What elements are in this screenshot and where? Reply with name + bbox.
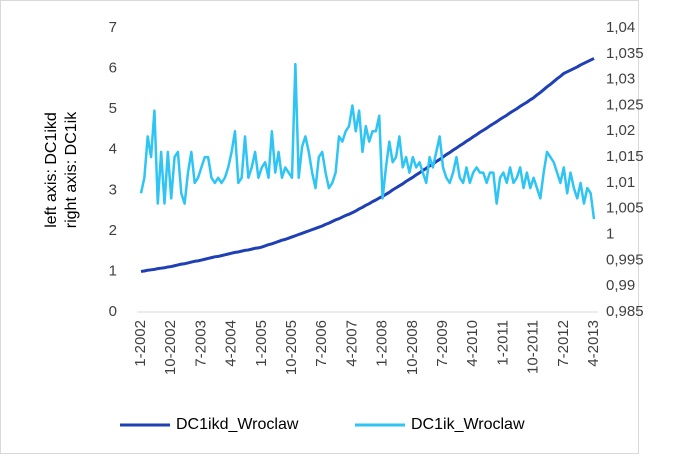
- y2-tick-label: 1,03: [606, 71, 635, 88]
- series-line: [140, 57, 595, 273]
- x-tick-label: 1-2002: [132, 320, 149, 367]
- y2-tick-label: 1,005: [606, 200, 644, 217]
- y2-tick-label: 0,99: [606, 277, 635, 294]
- y2-tick-label: 1,01: [606, 174, 635, 191]
- x-tick-label: 10-2005: [283, 320, 300, 375]
- legend-label: DC1ikd_Wroclaw: [176, 416, 299, 433]
- x-tick-label: 7-2003: [192, 320, 209, 367]
- y-axis-title: right axis: DC1ik: [63, 111, 80, 228]
- x-tick-label: 10-2002: [162, 320, 179, 375]
- y2-tick-label: 1,015: [606, 148, 644, 165]
- x-tick-label: 4-2004: [223, 320, 240, 367]
- y-tick-label: 5: [109, 100, 117, 117]
- x-tick-label: 7-2009: [434, 320, 451, 367]
- y2-tick-label: 1,035: [606, 45, 644, 62]
- y-tick-label: 2: [109, 222, 117, 239]
- y-tick-label: 0: [109, 303, 117, 320]
- y2-tick-label: 0,995: [606, 251, 644, 268]
- y2-tick-label: 1,025: [606, 96, 644, 113]
- y-tick-label: 4: [109, 141, 117, 158]
- y2-tick-label: 1: [606, 226, 614, 243]
- x-tick-label: 4-2007: [343, 320, 360, 367]
- x-tick-label: 10-2008: [404, 320, 421, 375]
- y2-tick-label: 1,04: [606, 19, 635, 36]
- x-tick-label: 1-2008: [374, 320, 391, 367]
- x-tick-label: 1-2005: [253, 320, 270, 367]
- y-tick-label: 3: [109, 181, 117, 198]
- series-line: [139, 62, 596, 220]
- x-tick-label: 4-2010: [464, 320, 481, 367]
- y2-tick-label: 1,02: [606, 122, 635, 139]
- y2-tick-label: 0,985: [606, 303, 644, 320]
- y-tick-label: 7: [109, 19, 117, 36]
- x-tick-label: 7-2006: [313, 320, 330, 367]
- x-tick-label: 10-2011: [525, 320, 542, 374]
- x-tick-label: 1-2011: [494, 320, 511, 366]
- x-tick-label: 4-2013: [585, 320, 602, 367]
- y-tick-label: 6: [109, 60, 117, 77]
- y-tick-label: 1: [109, 262, 117, 279]
- legend-label: DC1ik_Wroclaw: [411, 416, 525, 433]
- y-axis-title: left axis: DC1ikd: [43, 112, 60, 228]
- x-tick-label: 7-2012: [555, 320, 572, 367]
